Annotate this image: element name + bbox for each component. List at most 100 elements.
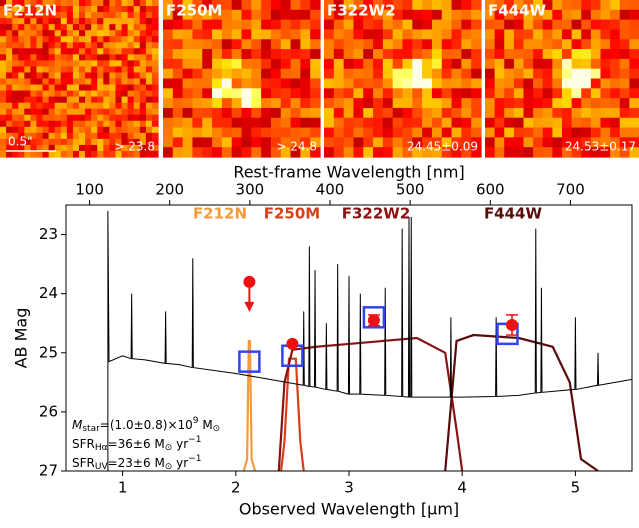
image-pixel xyxy=(494,117,505,129)
x2-tick-label: 100 xyxy=(75,181,104,199)
image-pixel xyxy=(30,48,38,55)
image-pixel xyxy=(48,144,56,152)
image-pixel xyxy=(12,114,19,122)
image-pixel xyxy=(353,29,364,40)
image-pixel xyxy=(6,144,13,152)
x-tick-label: 5 xyxy=(571,479,581,497)
image-pixel xyxy=(412,0,423,11)
image-pixel xyxy=(504,58,515,70)
image-pixel xyxy=(533,68,544,80)
image-pixel xyxy=(24,48,31,55)
image-pixel xyxy=(382,98,394,109)
image-pixel xyxy=(461,19,472,31)
image-pixel xyxy=(42,84,50,92)
image-pixel xyxy=(97,18,104,25)
image-pixel xyxy=(79,120,86,128)
image-pixel xyxy=(382,39,394,50)
image-pixel xyxy=(290,137,301,148)
image-pixel xyxy=(610,98,621,109)
image-pixel xyxy=(18,30,25,37)
image-pixel xyxy=(610,137,621,148)
image-pixel xyxy=(431,68,443,80)
image-pixel xyxy=(139,96,147,104)
image-pixel xyxy=(231,29,243,40)
image-pixel xyxy=(202,98,213,109)
image-pixel xyxy=(145,102,153,110)
image-pixel xyxy=(109,126,117,134)
image-pixel xyxy=(12,36,19,43)
image-pixel xyxy=(133,24,141,31)
image-pixel xyxy=(24,60,31,68)
image-pixel xyxy=(139,108,147,116)
image-pixel xyxy=(127,90,135,98)
image-pixel xyxy=(24,108,31,116)
image-pixel xyxy=(145,54,153,61)
image-pixel xyxy=(231,78,243,89)
image-pixel xyxy=(24,120,31,128)
image-pixel xyxy=(290,9,301,21)
image-pixel xyxy=(441,49,453,60)
image-pixel xyxy=(504,39,515,50)
image-pixel xyxy=(139,138,147,146)
image-pixel xyxy=(48,60,56,68)
image-pixel xyxy=(36,30,44,37)
image-pixel xyxy=(619,68,630,80)
image-pixel xyxy=(451,39,462,50)
image-pixel xyxy=(542,78,553,89)
image-pixel xyxy=(139,126,147,134)
image-pixel xyxy=(133,132,141,140)
image-pixel xyxy=(310,107,321,119)
image-pixel xyxy=(91,102,98,110)
image-pixel xyxy=(172,9,184,21)
image-pixel xyxy=(485,147,496,158)
image-pixel xyxy=(610,78,621,89)
image-pixel xyxy=(97,66,104,74)
image-pixel xyxy=(382,127,394,138)
image-pixel xyxy=(0,48,7,55)
image-pixel xyxy=(542,39,553,50)
image-pixel xyxy=(363,147,374,158)
image-pixel xyxy=(202,137,213,148)
image-pixel xyxy=(24,30,31,37)
image-pixel xyxy=(581,29,592,40)
image-pixel xyxy=(290,49,301,60)
image-pixel xyxy=(431,39,443,50)
image-pixel xyxy=(60,18,68,25)
image-pixel xyxy=(600,78,611,89)
image-pixel xyxy=(60,36,68,43)
image-pixel xyxy=(552,49,563,60)
image-pixel xyxy=(562,58,573,70)
image-pixel xyxy=(97,60,104,68)
image-pixel xyxy=(451,0,462,11)
image-pixel xyxy=(36,42,44,49)
image-pixel xyxy=(562,0,573,11)
image-pixel xyxy=(72,42,80,49)
image-pixel xyxy=(333,58,345,70)
image-pixel xyxy=(513,29,525,40)
image-pixel xyxy=(610,147,621,158)
image-pixel xyxy=(6,72,13,80)
image-pixel xyxy=(270,88,282,99)
image-pixel xyxy=(610,68,621,80)
image-pixel xyxy=(402,29,413,40)
image-pixel xyxy=(42,24,50,31)
image-pixel xyxy=(54,72,62,80)
image-pixel xyxy=(562,29,573,40)
image-pixel xyxy=(629,58,639,70)
image-pixel xyxy=(363,0,374,11)
y-tick-label: 24 xyxy=(39,284,58,302)
spectrum xyxy=(107,210,632,471)
image-pixel xyxy=(30,102,38,110)
image-pixel xyxy=(280,98,292,109)
image-pixel xyxy=(133,126,141,134)
image-pixel xyxy=(600,98,611,109)
image-pixel xyxy=(12,30,19,37)
image-pixel xyxy=(471,58,482,70)
image-pixel xyxy=(79,114,86,122)
image-pixel xyxy=(231,58,243,70)
image-pixel xyxy=(562,98,573,109)
image-pixel xyxy=(261,88,272,99)
image-pixel xyxy=(30,108,38,116)
image-pixel xyxy=(261,68,272,80)
image-pixel xyxy=(182,49,194,60)
